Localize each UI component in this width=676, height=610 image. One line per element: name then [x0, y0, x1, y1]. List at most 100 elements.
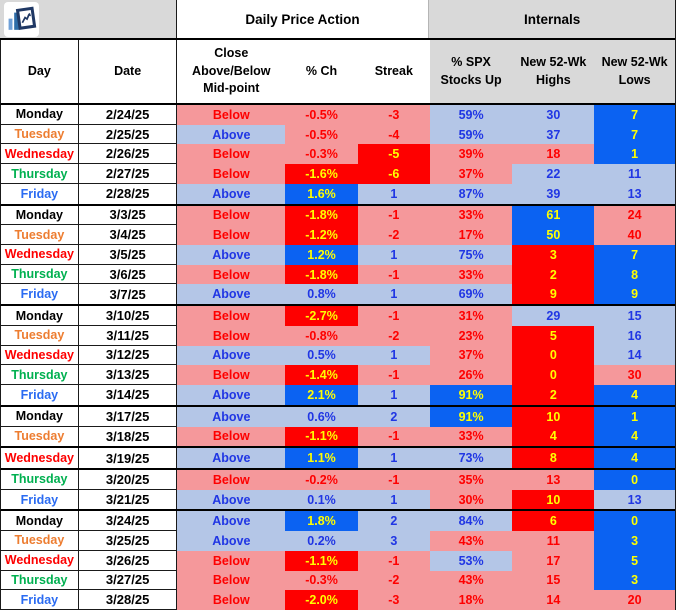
table-row: Friday 2/28/25 Above 1.6% 1 87% 39 13 — [0, 183, 675, 206]
new-52wk-highs-cell: 10 — [512, 489, 595, 510]
spx-stocks-up-cell: 84% — [429, 511, 513, 532]
table-row: Friday 3/21/25 Above 0.1% 1 30% 10 13 — [0, 489, 675, 512]
date-cell: 3/27/25 — [78, 570, 178, 591]
day-cell: Wednesday — [1, 550, 79, 571]
group-header-row: Daily Price Action Internals — [0, 0, 675, 40]
table-row: Tuesday 3/4/25 Below -1.2% -2 17% 50 40 — [0, 225, 675, 246]
new-52wk-highs-cell: 2 — [512, 385, 595, 405]
new-52wk-highs-cell: 3 — [512, 245, 595, 265]
spx-stocks-up-cell: 17% — [429, 225, 513, 246]
new-52wk-highs-cell: 0 — [512, 365, 595, 386]
table-row: Wednesday 3/19/25 Above 1.1% 1 73% 8 4 — [0, 448, 675, 470]
table-row: Thursday 3/20/25 Below -0.2% -1 35% 13 0 — [0, 469, 675, 490]
close-midpoint-cell: Below — [177, 164, 286, 184]
table-row: Monday 3/24/25 Above 1.8% 2 84% 6 0 — [0, 511, 675, 532]
streak-cell: 1 — [357, 385, 430, 405]
streak-cell: -4 — [357, 124, 430, 145]
spx-stocks-up-cell: 26% — [429, 365, 513, 386]
new-52wk-highs-cell: 15 — [512, 570, 595, 591]
table-row: Friday 3/28/25 Below -2.0% -3 18% 14 20 — [0, 590, 675, 610]
new-52wk-lows-cell: 16 — [594, 325, 675, 346]
pct-change-cell: -1.2% — [285, 225, 358, 246]
new-52wk-lows-cell: 4 — [594, 448, 675, 468]
new-52wk-lows-cell: 15 — [594, 306, 675, 326]
spx-stocks-up-cell: 43% — [429, 570, 513, 591]
streak-cell: -2 — [357, 225, 430, 246]
table-row: Monday 3/3/25 Below -1.8% -1 33% 61 24 — [0, 205, 675, 226]
date-cell: 3/10/25 — [78, 306, 178, 326]
day-cell: Tuesday — [1, 531, 79, 551]
spx-stocks-up-cell: 59% — [429, 105, 513, 125]
streak-cell: -2 — [357, 325, 430, 346]
new-52wk-lows-cell: 0 — [594, 511, 675, 532]
table-row: Tuesday 2/25/25 Above -0.5% -4 59% 37 7 — [0, 124, 675, 145]
new-52wk-lows-cell: 40 — [594, 225, 675, 246]
day-cell: Monday — [1, 205, 79, 226]
close-midpoint-cell: Below — [177, 590, 286, 610]
day-cell: Friday — [1, 385, 79, 405]
spx-stocks-up-cell: 37% — [429, 345, 513, 366]
pct-change-cell: 0.5% — [285, 345, 358, 366]
date-cell: 3/21/25 — [78, 489, 178, 510]
streak-cell: -1 — [357, 426, 430, 447]
group-header-internals: Internals — [429, 0, 675, 38]
pct-change-cell: 2.1% — [285, 385, 358, 405]
new-52wk-lows-cell: 8 — [594, 264, 675, 285]
spx-stocks-up-cell: 75% — [429, 245, 513, 265]
col-header-day: Day — [1, 40, 79, 103]
date-cell: 3/3/25 — [78, 205, 178, 226]
day-cell: Thursday — [1, 570, 79, 591]
pct-change-cell: -0.5% — [285, 105, 358, 125]
day-cell: Thursday — [1, 469, 79, 490]
close-midpoint-cell: Below — [177, 550, 286, 571]
date-cell: 3/19/25 — [78, 448, 178, 468]
streak-cell: -1 — [357, 469, 430, 490]
streak-cell: -2 — [357, 570, 430, 591]
spx-stocks-up-cell: 39% — [429, 144, 513, 165]
new-52wk-lows-cell: 0 — [594, 469, 675, 490]
spx-stocks-up-cell: 18% — [429, 590, 513, 610]
column-header-row: Day Date Close Above/Below Mid-point % C… — [0, 40, 675, 105]
pct-change-cell: 1.2% — [285, 245, 358, 265]
date-cell: 3/26/25 — [78, 550, 178, 571]
pct-change-cell: -2.7% — [285, 306, 358, 326]
table-row: Wednesday 3/26/25 Below -1.1% -1 53% 17 5 — [0, 550, 675, 571]
new-52wk-highs-cell: 11 — [512, 531, 595, 551]
table-row: Wednesday 3/12/25 Above 0.5% 1 37% 0 14 — [0, 345, 675, 366]
table-row: Tuesday 3/25/25 Above 0.2% 3 43% 11 3 — [0, 531, 675, 551]
pct-change-cell: 1.6% — [285, 183, 358, 204]
day-cell: Friday — [1, 284, 79, 305]
chart-logo-icon — [4, 2, 39, 37]
pct-change-cell: -1.1% — [285, 550, 358, 571]
new-52wk-highs-cell: 9 — [512, 284, 595, 305]
new-52wk-highs-cell: 37 — [512, 124, 595, 145]
spx-stocks-up-cell: 73% — [429, 448, 513, 468]
close-midpoint-cell: Below — [177, 105, 286, 125]
pct-change-cell: 0.1% — [285, 489, 358, 510]
table-row: Monday 2/24/25 Below -0.5% -3 59% 30 7 — [0, 105, 675, 125]
streak-cell: 2 — [357, 511, 430, 532]
new-52wk-highs-cell: 14 — [512, 590, 595, 610]
streak-cell: -3 — [357, 105, 430, 125]
date-cell: 2/25/25 — [78, 124, 178, 145]
pct-change-cell: -0.5% — [285, 124, 358, 145]
close-midpoint-cell: Below — [177, 264, 286, 285]
pct-change-cell: -1.6% — [285, 164, 358, 184]
streak-cell: -3 — [357, 590, 430, 610]
streak-cell: -1 — [357, 550, 430, 571]
spx-stocks-up-cell: 30% — [429, 489, 513, 510]
close-midpoint-cell: Above — [177, 406, 286, 427]
col-header-close-above-below: Close Above/Below Mid-point — [177, 40, 286, 103]
new-52wk-highs-cell: 4 — [512, 426, 595, 447]
close-midpoint-cell: Below — [177, 325, 286, 346]
new-52wk-lows-cell: 4 — [594, 385, 675, 405]
close-midpoint-cell: Above — [177, 183, 286, 204]
date-cell: 3/12/25 — [78, 345, 178, 366]
new-52wk-highs-cell: 13 — [512, 469, 595, 490]
close-midpoint-cell: Above — [177, 345, 286, 366]
new-52wk-lows-cell: 3 — [594, 570, 675, 591]
close-midpoint-cell: Above — [177, 448, 286, 468]
pct-change-cell: -1.8% — [285, 264, 358, 285]
table-row: Thursday 3/13/25 Below -1.4% -1 26% 0 30 — [0, 365, 675, 386]
